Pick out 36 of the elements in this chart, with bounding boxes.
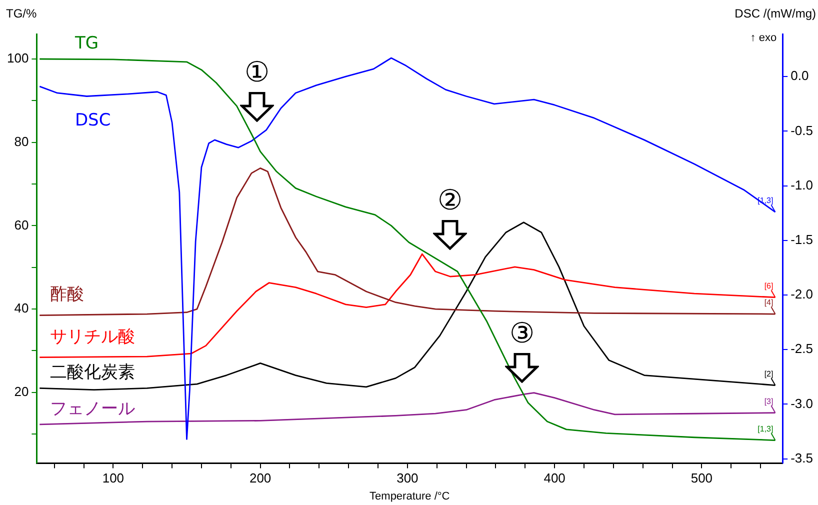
y2-tick-label: 0.0: [790, 68, 809, 84]
annotation: ↑ exo: [750, 32, 777, 44]
y-tick-label: 20: [14, 384, 29, 399]
y2-tick-label: -1.0: [790, 177, 814, 192]
series-label: 二酸化炭素: [50, 362, 135, 383]
x-tick-label: 200: [249, 470, 272, 486]
y-tick-label: 40: [14, 300, 29, 316]
y-tick-label: 100: [6, 50, 29, 66]
annotation: ③: [509, 316, 535, 350]
y-axis-title: TG/%: [6, 6, 37, 20]
y2-tick-label: -3.0: [790, 396, 814, 411]
annotation: ②: [437, 183, 463, 216]
series-label: 酢酸: [50, 284, 84, 305]
x-tick-label: 400: [544, 470, 566, 486]
series-label: TG: [74, 33, 99, 54]
x-tick-label: 300: [396, 470, 418, 486]
y2-tick-label: -1.5: [790, 232, 814, 247]
y-tick-label: 80: [14, 134, 29, 149]
y2-axis-title: DSC /(mW/mg): [734, 6, 816, 20]
x-axis-title: Temperature /°C: [370, 490, 450, 502]
series-label: フェノール: [50, 398, 135, 419]
x-tick-label: 100: [102, 470, 124, 486]
annotation: [1,3]: [758, 424, 774, 434]
y2-tick-label: -0.5: [790, 122, 814, 138]
y-tick-label: 60: [14, 217, 29, 232]
series-label: DSC: [74, 110, 111, 131]
annotation: ①: [244, 55, 270, 88]
x-tick-label: 500: [690, 470, 713, 486]
y2-tick-label: -2.5: [790, 341, 814, 356]
annotation: [3]: [764, 396, 774, 406]
series-label: サリチル酸: [50, 326, 135, 347]
annotation: [6]: [764, 282, 774, 291]
y2-tick-label: -2.0: [790, 286, 814, 302]
annotation: [4]: [764, 298, 774, 308]
annotation: [2]: [764, 369, 774, 378]
y2-tick-label: -3.5: [790, 450, 814, 466]
